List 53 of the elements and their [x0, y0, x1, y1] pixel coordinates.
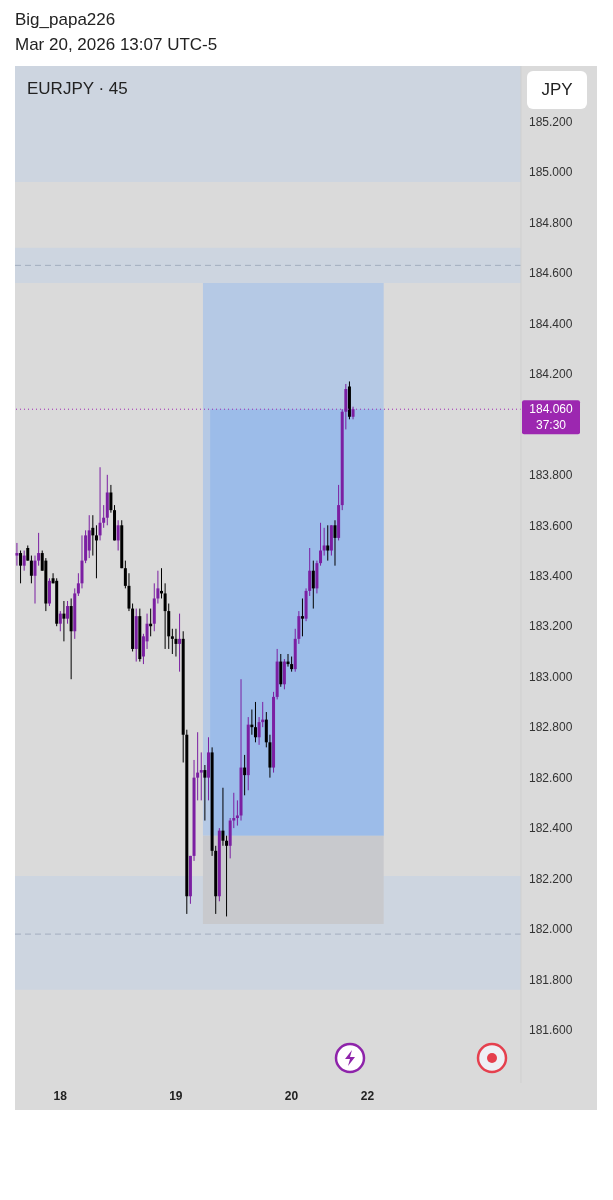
x-tick-label: 20 — [284, 1088, 299, 1103]
y-tick-label: 182.400 — [529, 821, 573, 836]
y-tick-label: 184.600 — [529, 266, 573, 281]
candlestick — [333, 519, 337, 567]
x-tick-label: 22 — [360, 1088, 375, 1103]
candlestick — [163, 582, 167, 650]
y-tick-label: 183.000 — [529, 669, 573, 684]
y-tick-label: 185.000 — [529, 165, 573, 180]
y-tick-label: 183.200 — [529, 619, 573, 634]
candlestick — [253, 701, 257, 743]
candlestick — [58, 610, 62, 632]
candlestick — [203, 764, 207, 822]
y-tick-label: 182.000 — [529, 922, 573, 937]
text: 37:30 — [535, 418, 567, 433]
candlestick — [87, 514, 91, 559]
candlestick — [15, 542, 19, 567]
y-tick-label: 182.600 — [529, 770, 573, 785]
text: Mar 20, 2026 13:07 UTC-5 — [15, 35, 218, 55]
candlestick — [116, 519, 120, 552]
y-tick-label: 182.200 — [529, 871, 573, 886]
x-tick-label: 19 — [169, 1088, 183, 1103]
y-tick-label: 185.200 — [529, 114, 573, 129]
candlestick — [47, 577, 51, 607]
candlestick — [94, 524, 98, 579]
y-tick-label: 184.400 — [529, 316, 573, 331]
ref-line-label: 184.060 — [529, 402, 574, 417]
candlestick — [199, 751, 203, 801]
candlestick — [66, 600, 70, 625]
x-tick-label: 18 — [53, 1088, 68, 1103]
candlestick — [170, 628, 174, 655]
text: Big_papa226 — [15, 10, 116, 30]
y-tick-label: 182.800 — [529, 720, 573, 735]
candlestick — [311, 560, 315, 610]
y-tick-label: 183.800 — [529, 468, 573, 483]
candlestick — [62, 600, 66, 642]
candlestick — [174, 628, 178, 658]
candlestick — [98, 466, 102, 541]
candlestick — [178, 613, 182, 673]
candlestick — [22, 550, 26, 572]
candlestick — [243, 754, 247, 796]
y-tick-label: 183.400 — [529, 569, 573, 584]
candlestick — [221, 787, 225, 847]
y-tick-label: 184.800 — [529, 215, 573, 230]
candlestick — [300, 597, 304, 637]
y-tick-label: 183.600 — [529, 518, 573, 533]
y-tick-label: 181.600 — [529, 1023, 573, 1038]
y-tick-label: 184.200 — [529, 367, 573, 382]
candlestick — [91, 514, 95, 557]
y-tick-label: 181.800 — [529, 972, 573, 987]
candlestick — [282, 658, 286, 690]
candlestick — [29, 555, 33, 584]
text: EURJPY · 45 — [27, 79, 128, 99]
text: JPY — [527, 71, 587, 109]
